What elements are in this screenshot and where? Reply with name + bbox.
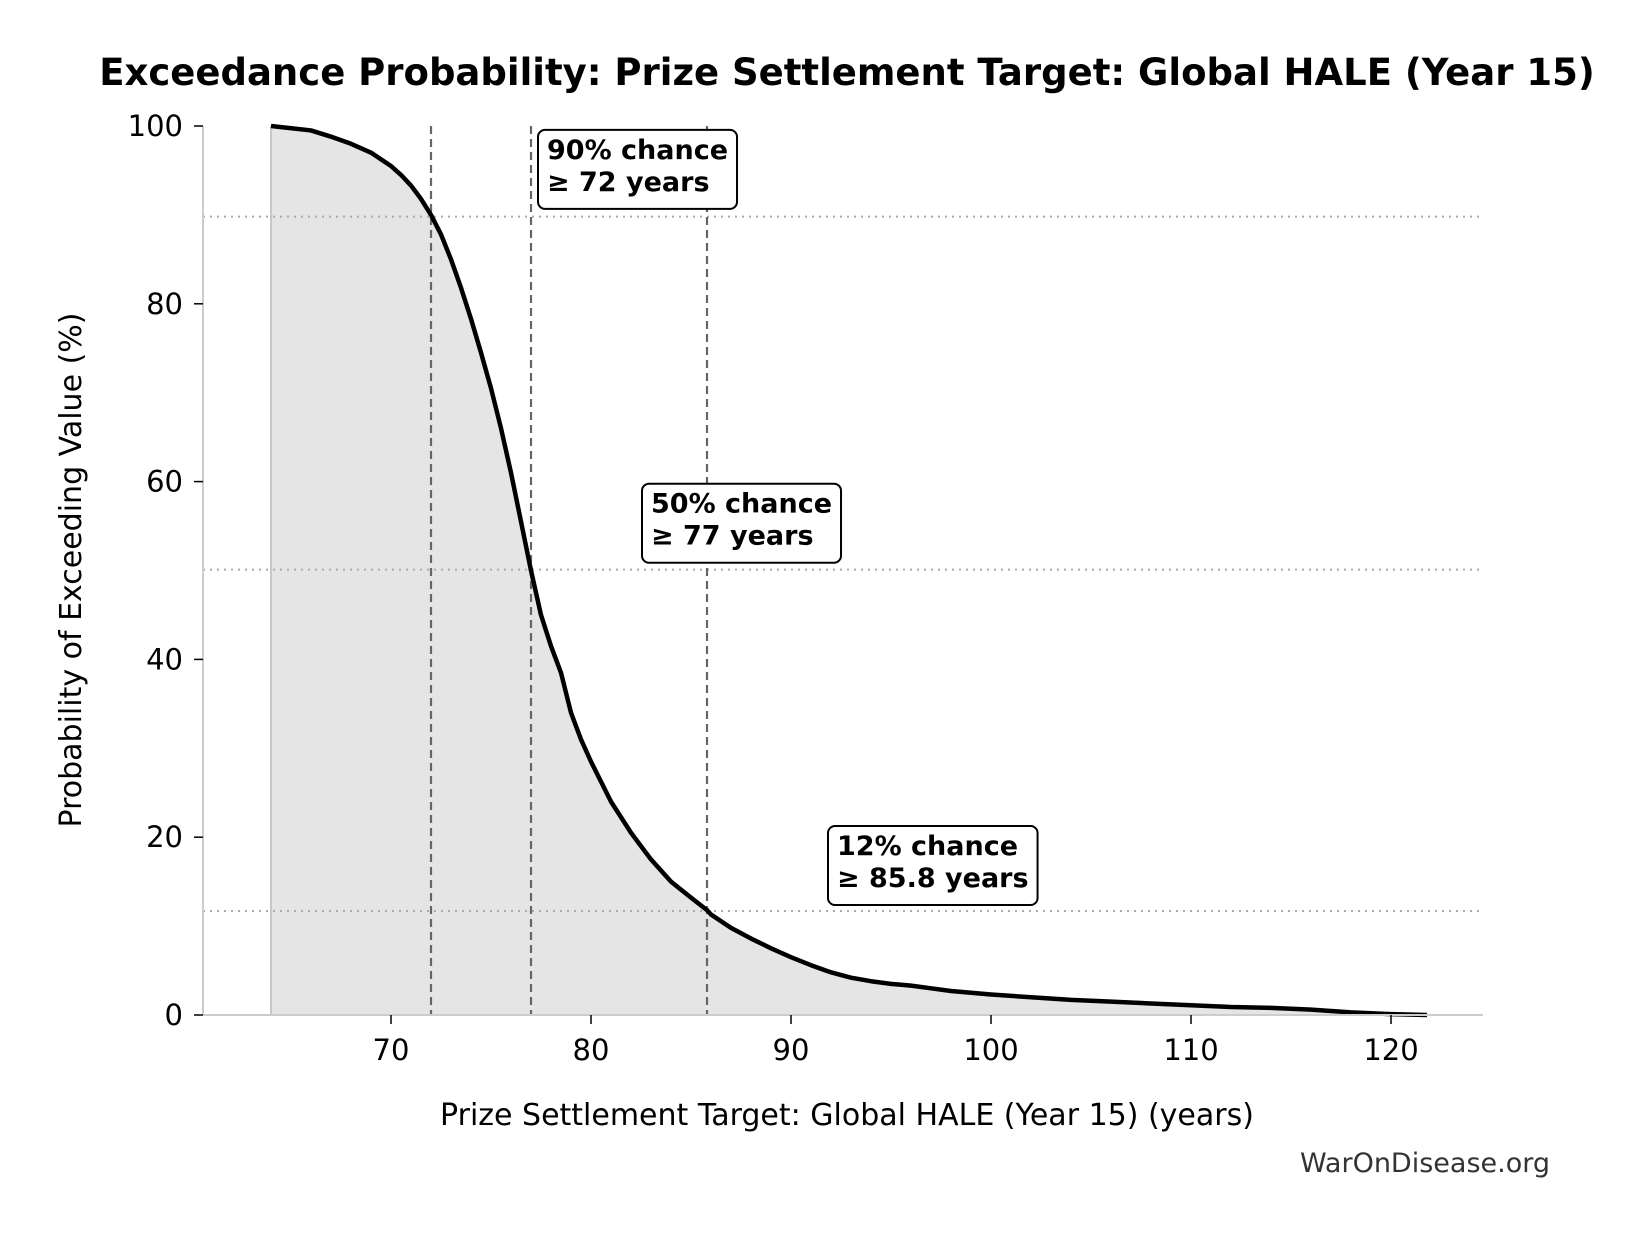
annotation-line-2: ≥ 85.8 years	[837, 863, 1029, 894]
x-tick-label: 120	[1363, 1033, 1418, 1067]
y-tick-label: 60	[146, 465, 183, 499]
x-axis-label: Prize Settlement Target: Global HALE (Ye…	[440, 1098, 1254, 1133]
annotation-line-1: 50% chance	[651, 489, 832, 520]
y-tick-label: 20	[146, 820, 183, 854]
x-tick-label: 110	[1163, 1033, 1218, 1067]
exceedance-curve	[270, 123, 1428, 1018]
y-tick-label: 0	[165, 998, 183, 1032]
annotation-frame	[641, 482, 843, 564]
x-tick-label: 70	[373, 1033, 410, 1067]
annotation-box-0: 90% chance≥ 72 years	[537, 128, 739, 210]
annotation-frame	[537, 128, 739, 210]
credit-watermark: WarOnDisease.org	[1300, 1148, 1550, 1179]
area-fill	[271, 126, 1427, 1015]
annotation-line-2: ≥ 77 years	[651, 521, 814, 552]
annotation-box-2: 12% chance≥ 85.8 years	[827, 824, 1039, 906]
annotation-box-1: 50% chance≥ 77 years	[641, 482, 843, 564]
y-tick-label: 40	[146, 642, 183, 676]
y-tick-label: 100	[128, 109, 183, 143]
annotation-frame	[827, 824, 1039, 906]
annotation-line-2: ≥ 72 years	[547, 167, 710, 198]
chart-title: Exceedance Probability: Prize Settlement…	[99, 51, 1595, 94]
x-tick-label: 100	[963, 1033, 1018, 1067]
annotation-line-1: 90% chance	[547, 135, 728, 166]
x-tick-label: 80	[573, 1033, 610, 1067]
y-tick-label: 80	[146, 287, 183, 321]
annotation-line-1: 12% chance	[837, 831, 1018, 862]
x-tick-label: 90	[773, 1033, 810, 1067]
y-axis-label: Probability of Exceeding Value (%)	[54, 313, 89, 828]
